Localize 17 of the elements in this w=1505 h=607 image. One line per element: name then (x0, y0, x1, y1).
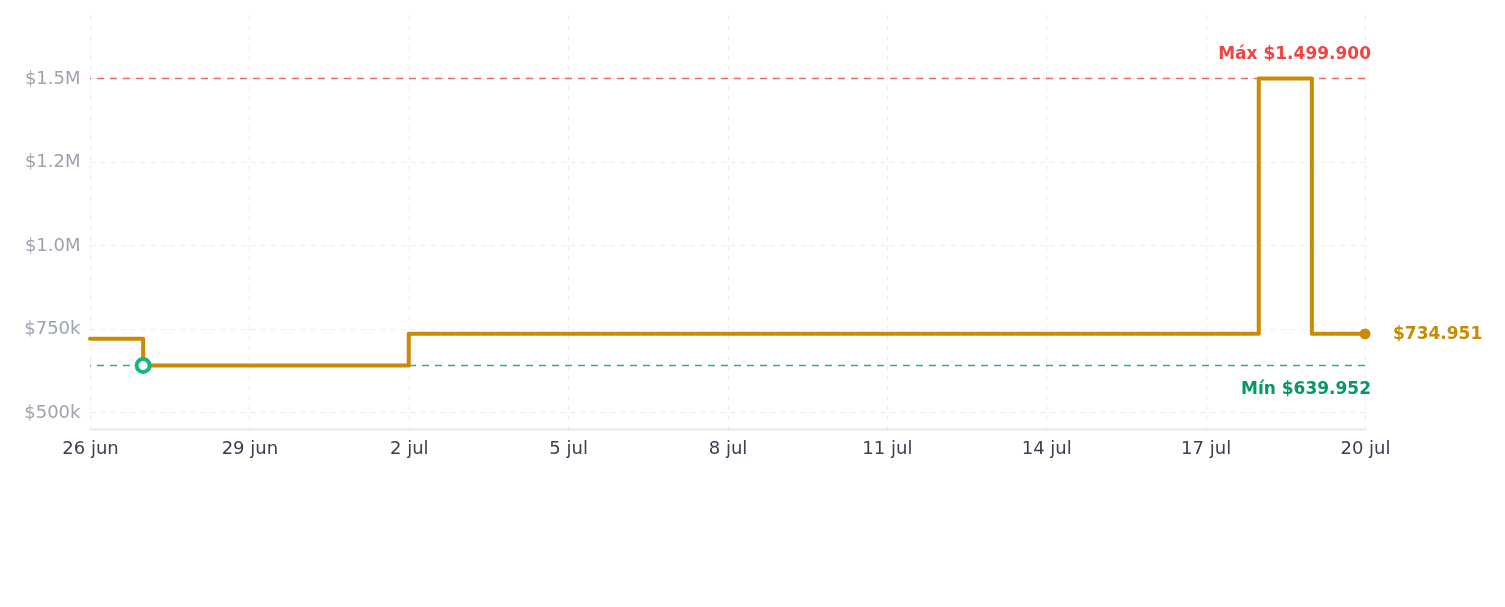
x-tick-label: 8 jul (708, 436, 748, 458)
x-tick-label: 29 jun (221, 436, 279, 458)
y-tick-label: $1.0M (24, 233, 81, 255)
ref-line-label: Mín $639.952 (1240, 377, 1371, 398)
y-tick-label: $1.5M (24, 66, 81, 88)
x-tick-label: 17 jul (1181, 436, 1232, 458)
ref-line-label: Máx $1.499.900 (1218, 43, 1372, 64)
y-tick-label: $500k (24, 400, 82, 422)
x-tick-label: 20 jul (1340, 436, 1391, 458)
x-tick-label: 11 jul (862, 436, 913, 458)
x-tick-label: 2 jul (389, 436, 429, 458)
y-tick-label: $750k (24, 317, 82, 339)
x-tick-label: 14 jul (1021, 436, 1072, 458)
x-tick-label: 5 jul (549, 436, 588, 458)
y-tick-label: $1.2M (24, 150, 81, 172)
annotation: $734.951 (1393, 322, 1483, 343)
x-tick-label: 26 jun (62, 436, 119, 458)
